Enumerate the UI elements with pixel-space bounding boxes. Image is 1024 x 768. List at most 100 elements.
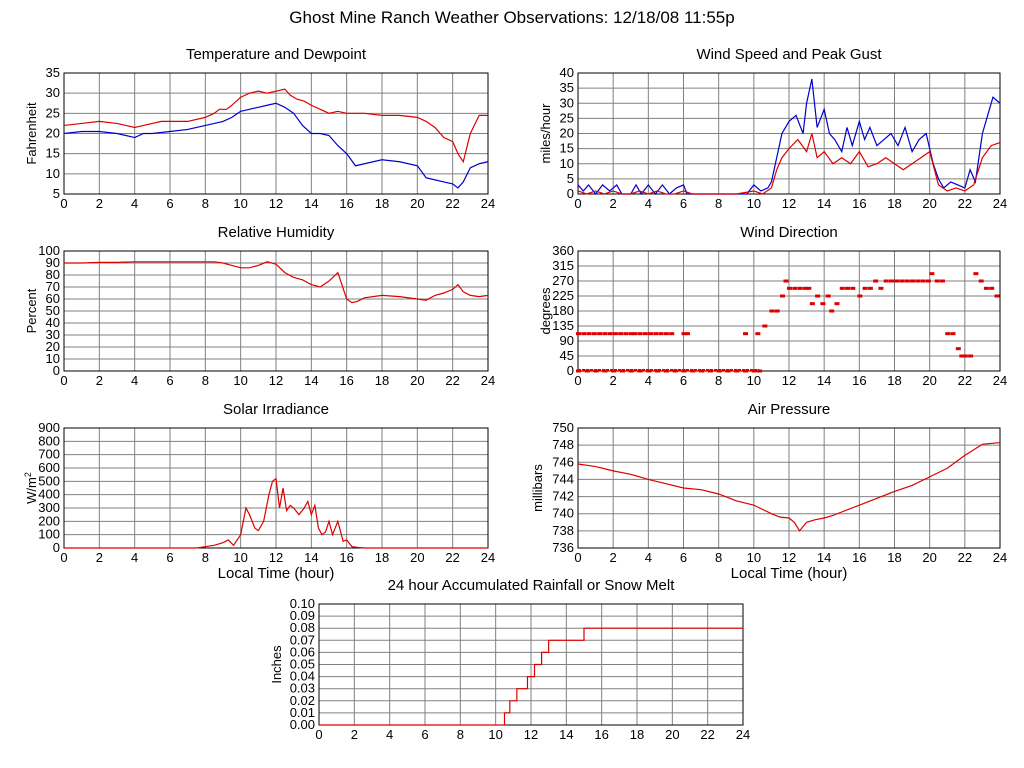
- y-tick-label: 0.00: [290, 717, 315, 732]
- x-tick-label: 24: [736, 727, 750, 742]
- x-tick-label: 8: [457, 727, 464, 742]
- x-tick-label: 22: [958, 550, 972, 565]
- x-tick-label: 2: [610, 196, 617, 211]
- y-tick-label: 270: [552, 273, 574, 288]
- data-point: [774, 309, 780, 313]
- x-tick-label: 4: [131, 550, 138, 565]
- y-tick-label: 100: [38, 527, 60, 542]
- plot-frame: [577, 250, 1001, 372]
- data-point: [602, 332, 608, 336]
- y-tick-label: 135: [552, 318, 574, 333]
- y-tick-label: 0.07: [290, 632, 315, 647]
- x-tick-label: 2: [96, 196, 103, 211]
- y-tick-label: 0.06: [290, 644, 315, 659]
- y-tick-label: 0: [53, 540, 60, 555]
- data-point: [968, 354, 974, 358]
- data-point: [925, 279, 931, 283]
- y-tick-label: 800: [38, 433, 60, 448]
- data-point: [850, 286, 856, 290]
- chart-wind: 0 2 4 6 8 10 12 14 16 18 20 22 240510152025303540Win…: [538, 46, 1007, 211]
- chart-title: Relative Humidity: [218, 224, 335, 241]
- chart-title: Solar Irradiance: [223, 401, 329, 418]
- series-line: [64, 477, 488, 549]
- chart-rain: 0 2 4 6 8 10 12 14 16 18 20 22 240.000.010.020.030.0…: [269, 577, 750, 742]
- data-point: [787, 286, 792, 290]
- data-point: [628, 332, 634, 336]
- data-point: [581, 332, 587, 336]
- y-tick-label: 60: [46, 291, 60, 306]
- data-point: [769, 309, 775, 313]
- y-tick-label: 0: [567, 186, 574, 201]
- chart-pressure: 0 2 4 6 8 10 12 14 16 18 20 22 247367387407427447467…: [530, 401, 1007, 582]
- data-point: [669, 332, 675, 336]
- series-line: [577, 78, 1001, 196]
- x-tick-label: 8: [202, 196, 209, 211]
- y-tick-label: 180: [552, 303, 574, 318]
- data-point: [757, 369, 763, 373]
- x-tick-label: 14: [304, 550, 318, 565]
- x-tick-label: 6: [166, 373, 173, 388]
- y-tick-label: 600: [38, 460, 60, 475]
- y-tick-label: 30: [560, 95, 574, 110]
- data-point: [834, 302, 840, 306]
- y-tick-label: 315: [552, 258, 574, 273]
- x-tick-label: 18: [375, 196, 389, 211]
- y-tick-label: 10: [46, 351, 60, 366]
- data-point: [576, 332, 581, 336]
- series-line: [64, 261, 489, 304]
- y-tick-label: 15: [560, 141, 574, 156]
- y-tick-label: 740: [552, 506, 574, 521]
- chart-title: Temperature and Dewpoint: [186, 46, 367, 63]
- y-tick-label: 400: [38, 487, 60, 502]
- data-point: [983, 286, 989, 290]
- data-point: [994, 294, 1000, 298]
- x-tick-label: 18: [887, 373, 901, 388]
- x-tick-label: 20: [410, 373, 424, 388]
- x-tick-label: 22: [445, 373, 459, 388]
- x-tick-label: 22: [700, 727, 714, 742]
- x-tick-label: 10: [233, 196, 247, 211]
- x-tick-label: 12: [269, 196, 283, 211]
- x-tick-label: 0: [574, 196, 581, 211]
- series-line: [319, 627, 743, 726]
- x-tick-label: 2: [351, 727, 358, 742]
- x-tick-label: 18: [375, 550, 389, 565]
- y-tick-label: 0: [567, 363, 574, 378]
- x-tick-label: 8: [715, 196, 722, 211]
- x-tick-label: 20: [922, 550, 936, 565]
- x-tick-label: 18: [630, 727, 644, 742]
- data-point: [845, 286, 851, 290]
- chart-title: Air Pressure: [748, 401, 831, 418]
- data-point: [743, 369, 749, 373]
- x-tick-label: 6: [680, 550, 687, 565]
- data-point: [815, 294, 821, 298]
- x-tick-label: 18: [887, 550, 901, 565]
- data-point: [973, 272, 979, 276]
- y-tick-label: 5: [53, 186, 60, 201]
- y-tick-label: 10: [46, 166, 60, 181]
- x-tick-label: 20: [922, 373, 936, 388]
- x-tick-label: 16: [852, 550, 866, 565]
- y-tick-label: 300: [38, 500, 60, 515]
- data-point: [802, 286, 808, 290]
- data-point: [950, 332, 956, 336]
- y-tick-label: 25: [560, 110, 574, 125]
- x-tick-label: 0: [60, 373, 67, 388]
- x-tick-label: 12: [782, 196, 796, 211]
- y-tick-label: 35: [560, 80, 574, 95]
- x-tick-label: 2: [96, 550, 103, 565]
- y-axis-label: degrees: [538, 287, 553, 334]
- y-tick-label: 746: [552, 454, 574, 469]
- data-point: [820, 302, 826, 306]
- x-tick-label: 4: [131, 373, 138, 388]
- x-tick-label: 14: [817, 196, 831, 211]
- data-point: [648, 332, 654, 336]
- y-tick-label: 0.05: [290, 657, 315, 672]
- x-tick-label: 16: [852, 373, 866, 388]
- y-tick-label: 30: [46, 327, 60, 342]
- data-point: [934, 279, 940, 283]
- data-point: [586, 332, 592, 336]
- data-point: [762, 324, 768, 328]
- data-point: [962, 354, 968, 358]
- x-tick-label: 12: [782, 373, 796, 388]
